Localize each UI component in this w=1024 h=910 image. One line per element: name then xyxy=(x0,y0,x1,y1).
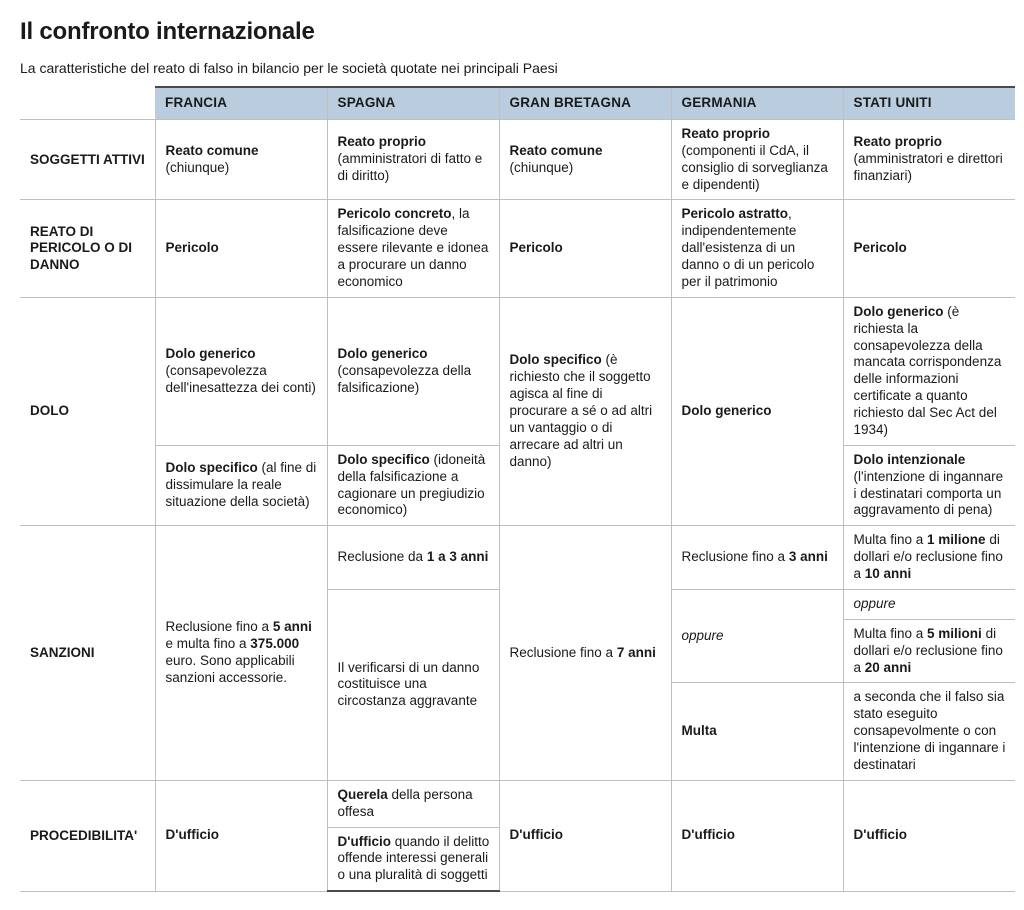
cell-dolo-es-2: Dolo specifico (idoneità della falsifica… xyxy=(327,445,499,526)
cell-reato-de: Pericolo astratto, indipendentemente dal… xyxy=(671,200,843,297)
cell-sanzioni-de-1: Reclusione fino a 3 anni xyxy=(671,526,843,590)
cell-dolo-fr-2: Dolo specifico (al fine di dissimulare l… xyxy=(155,445,327,526)
cell-proced-us: D'ufficio xyxy=(843,780,1015,891)
cell-proced-gb: D'ufficio xyxy=(499,780,671,891)
cell-sanzioni-us-2: oppure xyxy=(843,589,1015,619)
cell-sanzioni-us-1: Multa fino a 1 milione di dollari e/o re… xyxy=(843,526,1015,590)
comparison-table: FRANCIA SPAGNA GRAN BRETAGNA GERMANIA ST… xyxy=(20,86,1015,892)
page-subtitle: La caratteristiche del reato di falso in… xyxy=(20,60,1004,76)
cell-sanzioni-us-4: a seconda che il falso sia stato eseguit… xyxy=(843,683,1015,780)
cell-soggetti-fr: Reato comune (chiunque) xyxy=(155,119,327,200)
cell-proced-fr: D'ufficio xyxy=(155,780,327,891)
col-gran-bretagna: GRAN BRETAGNA xyxy=(499,87,671,119)
rowhead-proced: PROCEDIBILITA' xyxy=(20,780,155,891)
rowhead-soggetti: SOGGETTI ATTIVI xyxy=(20,119,155,200)
rowhead-dolo: DOLO xyxy=(20,297,155,526)
cell-sanzioni-fr: Reclusione fino a 5 anni e multa fino a … xyxy=(155,526,327,781)
cell-sanzioni-es-2: Il verificarsi di un danno costituisce u… xyxy=(327,589,499,780)
row-dolo-1: DOLO Dolo generico (consapevolezza dell'… xyxy=(20,297,1015,445)
cell-proced-es-1: Querela della persona offesa xyxy=(327,780,499,827)
cell-soggetti-es: Reato proprio (amministratori di fatto e… xyxy=(327,119,499,200)
cell-sanzioni-gb: Reclusione fino a 7 anni xyxy=(499,526,671,781)
col-stati-uniti: STATI UNITI xyxy=(843,87,1015,119)
row-sanzioni-1: SANZIONI Reclusione fino a 5 anni e mult… xyxy=(20,526,1015,590)
header-row: FRANCIA SPAGNA GRAN BRETAGNA GERMANIA ST… xyxy=(20,87,1015,119)
cell-reato-us: Pericolo xyxy=(843,200,1015,297)
cell-reato-es: Pericolo concreto, la falsificazione dev… xyxy=(327,200,499,297)
cell-reato-fr: Pericolo xyxy=(155,200,327,297)
cell-soggetti-us: Reato proprio (amministratori e direttor… xyxy=(843,119,1015,200)
cell-dolo-es-1: Dolo generico (consapevolezza della fals… xyxy=(327,297,499,445)
cell-sanzioni-us-3: Multa fino a 5 milioni di dollari e/o re… xyxy=(843,619,1015,683)
cell-soggetti-gb: Reato comune (chiunque) xyxy=(499,119,671,200)
cell-sanzioni-de-2: oppure xyxy=(671,589,843,683)
cell-sanzioni-de-3: Multa xyxy=(671,683,843,780)
cell-sanzioni-es-1: Reclusione da 1 a 3 anni xyxy=(327,526,499,590)
cell-dolo-gb: Dolo specifico (è richiesto che il sogge… xyxy=(499,297,671,526)
col-germania: GERMANIA xyxy=(671,87,843,119)
row-proced-1: PROCEDIBILITA' D'ufficio Querela della p… xyxy=(20,780,1015,827)
cell-dolo-us-2: Dolo intenzionale (l'intenzione di ingan… xyxy=(843,445,1015,526)
col-francia: FRANCIA xyxy=(155,87,327,119)
cell-reato-gb: Pericolo xyxy=(499,200,671,297)
row-reato: REATO DI PERICOLO O DI DANNO Pericolo Pe… xyxy=(20,200,1015,297)
col-spagna: SPAGNA xyxy=(327,87,499,119)
cell-proced-es-2: D'ufficio quando il delitto offende inte… xyxy=(327,827,499,891)
cell-dolo-fr-1: Dolo generico (consapevolezza dell'inesa… xyxy=(155,297,327,445)
cell-dolo-us-1: Dolo generico (è richiesta la consapevol… xyxy=(843,297,1015,445)
rowhead-sanzioni: SANZIONI xyxy=(20,526,155,781)
corner-cell xyxy=(20,87,155,119)
cell-soggetti-de: Reato proprio (componenti il CdA, il con… xyxy=(671,119,843,200)
cell-proced-de: D'ufficio xyxy=(671,780,843,891)
cell-dolo-de: Dolo generico xyxy=(671,297,843,526)
rowhead-reato: REATO DI PERICOLO O DI DANNO xyxy=(20,200,155,297)
row-soggetti: SOGGETTI ATTIVI Reato comune (chiunque) … xyxy=(20,119,1015,200)
page-title: Il confronto internazionale xyxy=(20,18,1004,46)
